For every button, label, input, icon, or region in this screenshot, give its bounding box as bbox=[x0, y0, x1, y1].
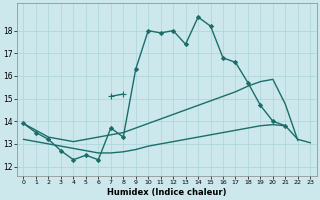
X-axis label: Humidex (Indice chaleur): Humidex (Indice chaleur) bbox=[107, 188, 227, 197]
